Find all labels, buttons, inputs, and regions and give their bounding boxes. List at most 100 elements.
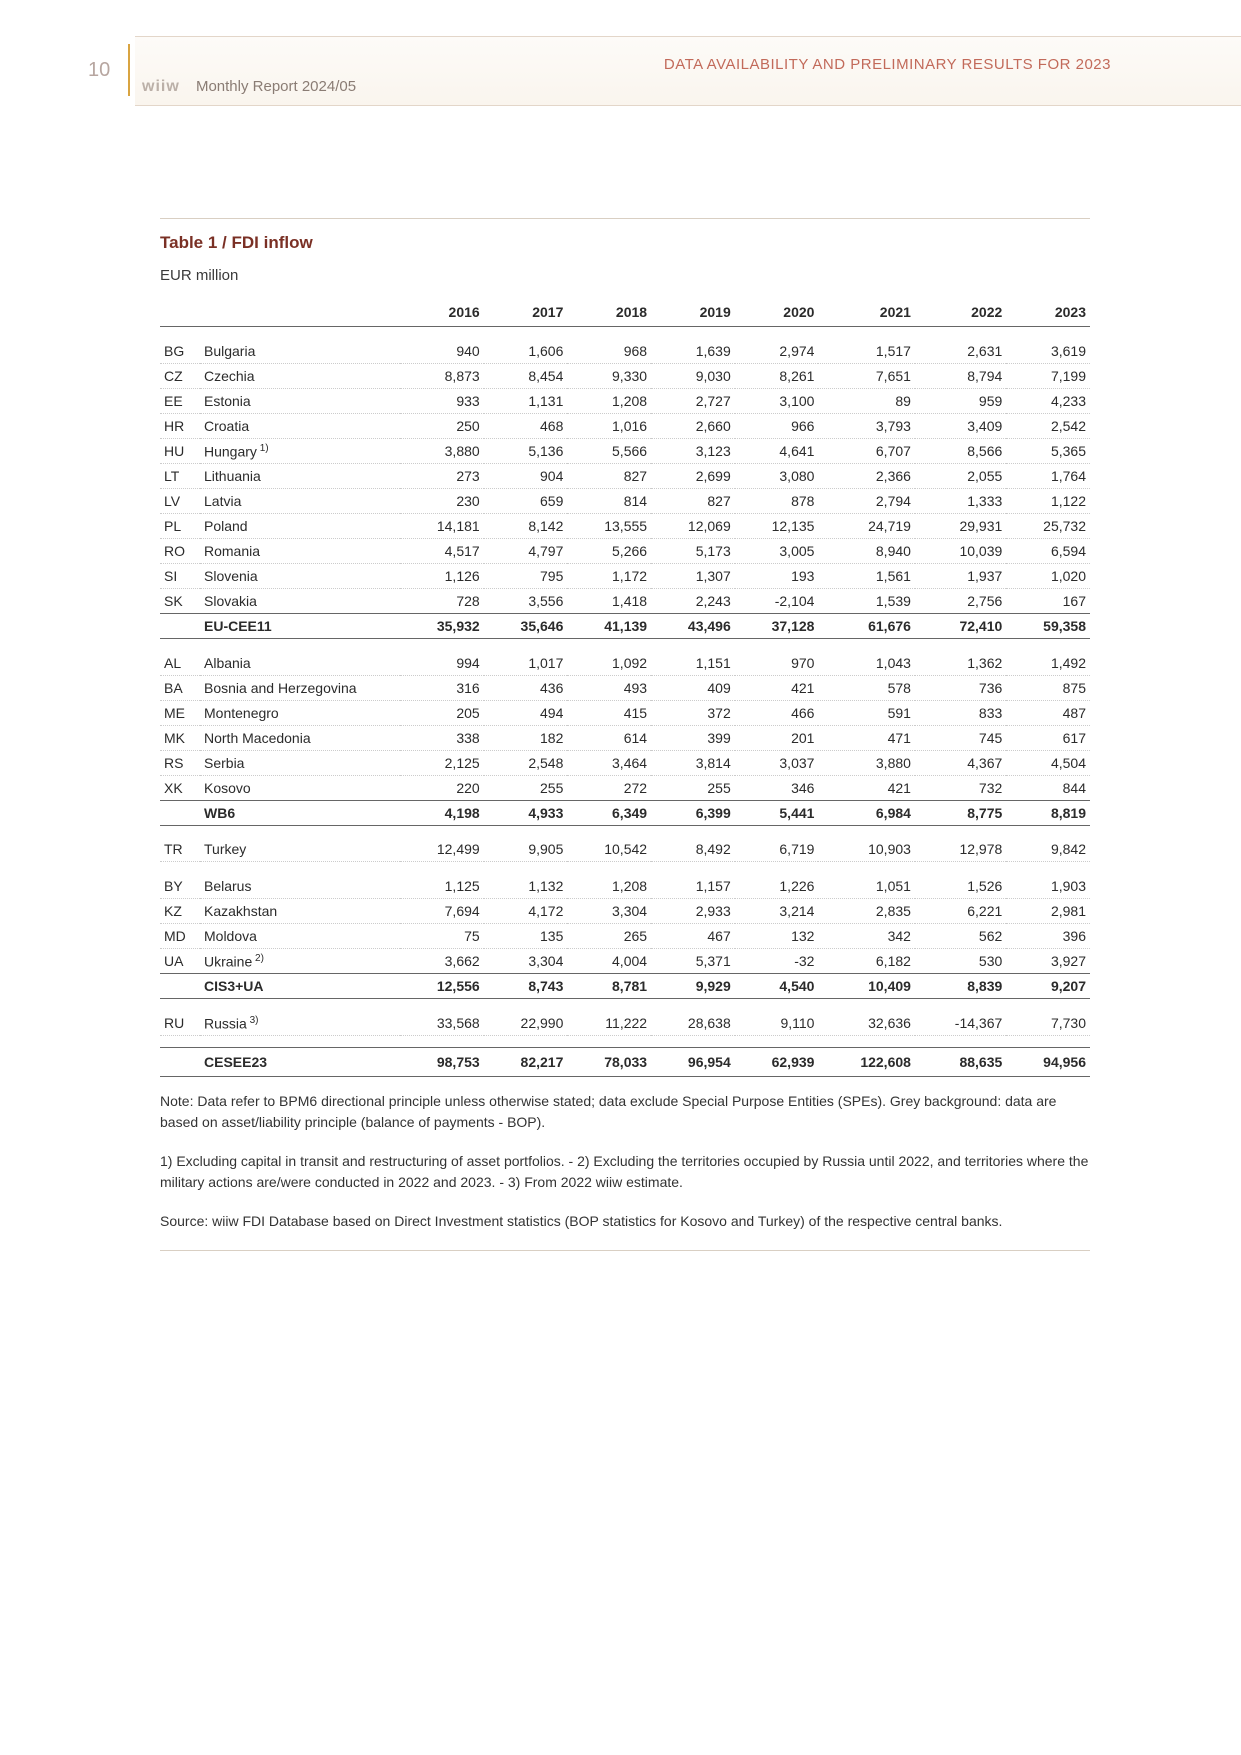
country-code: TR	[160, 837, 200, 862]
value-cell: 4,233	[1006, 388, 1090, 413]
value-cell: 1,125	[400, 874, 484, 899]
value-cell: 1,126	[400, 564, 484, 589]
value-cell: 6,182	[818, 948, 915, 974]
value-cell: 2,756	[915, 589, 1006, 614]
value-cell: 396	[1006, 923, 1090, 948]
country-code: BA	[160, 675, 200, 700]
value-cell: 421	[735, 675, 819, 700]
value-cell: 1,020	[1006, 564, 1090, 589]
value-cell: 833	[915, 700, 1006, 725]
value-cell: 220	[400, 775, 484, 800]
value-cell: 875	[1006, 675, 1090, 700]
value-cell: 6,984	[818, 800, 915, 825]
value-cell: 2,243	[651, 589, 735, 614]
value-cell: 487	[1006, 700, 1090, 725]
value-cell: 9,110	[735, 1011, 819, 1036]
country-name: Bosnia and Herzegovina	[200, 675, 400, 700]
value-cell: 7,199	[1006, 363, 1090, 388]
country-code: LV	[160, 489, 200, 514]
country-code: EE	[160, 388, 200, 413]
country-name: North Macedonia	[200, 725, 400, 750]
table-row: XKKosovo220255272255346421732844	[160, 775, 1090, 800]
value-cell: 132	[735, 923, 819, 948]
table-row: EEEstonia9331,1311,2082,7273,100899594,2…	[160, 388, 1090, 413]
value-cell: 736	[915, 675, 1006, 700]
value-cell: 940	[400, 339, 484, 364]
report-line: Monthly Report 2024/05	[196, 78, 356, 95]
table-row: HRCroatia2504681,0162,6609663,7933,4092,…	[160, 413, 1090, 438]
value-cell: 1,517	[818, 339, 915, 364]
country-code: CZ	[160, 363, 200, 388]
value-cell: 3,304	[484, 948, 568, 974]
value-cell: 3,100	[735, 388, 819, 413]
table-subtitle: EUR million	[160, 267, 1090, 284]
value-cell: 5,173	[651, 539, 735, 564]
value-cell: 2,794	[818, 489, 915, 514]
value-cell: 966	[735, 413, 819, 438]
value-cell: 193	[735, 564, 819, 589]
value-cell: 2,631	[915, 339, 1006, 364]
year-header: 2017	[484, 298, 568, 327]
note-1: Note: Data refer to BPM6 directional pri…	[160, 1091, 1090, 1133]
country-code: MD	[160, 923, 200, 948]
value-cell: 3,037	[735, 750, 819, 775]
value-cell: 3,464	[567, 750, 651, 775]
value-cell: 9,030	[651, 363, 735, 388]
value-cell: 14,181	[400, 514, 484, 539]
value-cell: 399	[651, 725, 735, 750]
value-cell: 8,781	[567, 974, 651, 999]
country-name: Lithuania	[200, 464, 400, 489]
country-code: BY	[160, 874, 200, 899]
table-row: UAUkraine 2)3,6623,3044,0045,371-326,182…	[160, 948, 1090, 974]
country-name: Slovakia	[200, 589, 400, 614]
value-cell: 4,540	[735, 974, 819, 999]
value-cell: 3,814	[651, 750, 735, 775]
value-cell: 5,266	[567, 539, 651, 564]
value-cell: 6,707	[818, 438, 915, 464]
value-cell: 827	[651, 489, 735, 514]
value-cell: 96,954	[651, 1048, 735, 1077]
value-cell: 4,797	[484, 539, 568, 564]
value-cell: 205	[400, 700, 484, 725]
value-cell: 5,441	[735, 800, 819, 825]
value-cell: 272	[567, 775, 651, 800]
value-cell: 994	[400, 651, 484, 676]
value-cell: 75	[400, 923, 484, 948]
value-cell: 9,905	[484, 837, 568, 862]
fdi-table: 20162017201820192020202120222023 BGBulga…	[160, 298, 1090, 1077]
value-cell: 6,399	[651, 800, 735, 825]
value-cell: 468	[484, 413, 568, 438]
value-cell: 32,636	[818, 1011, 915, 1036]
subtotal-name: CIS3+UA	[200, 974, 400, 999]
country-name: Romania	[200, 539, 400, 564]
notes: Note: Data refer to BPM6 directional pri…	[160, 1091, 1090, 1232]
value-cell: 970	[735, 651, 819, 676]
value-cell: 22,990	[484, 1011, 568, 1036]
value-cell: 1,492	[1006, 651, 1090, 676]
table-row: LVLatvia2306598148278782,7941,3331,122	[160, 489, 1090, 514]
value-cell: 493	[567, 675, 651, 700]
value-cell: 3,123	[651, 438, 735, 464]
value-cell: 959	[915, 388, 1006, 413]
value-cell: 578	[818, 675, 915, 700]
value-cell: 409	[651, 675, 735, 700]
value-cell: 3,304	[567, 898, 651, 923]
subtotal-name: WB6	[200, 800, 400, 825]
table-row: MEMontenegro205494415372466591833487	[160, 700, 1090, 725]
year-header: 2018	[567, 298, 651, 327]
value-cell: 3,927	[1006, 948, 1090, 974]
value-cell: 37,128	[735, 614, 819, 639]
section-title: DATA AVAILABILITY AND PRELIMINARY RESULT…	[664, 56, 1111, 73]
value-cell: 1,418	[567, 589, 651, 614]
country-code: LT	[160, 464, 200, 489]
top-rule	[160, 218, 1090, 219]
value-cell: 29,931	[915, 514, 1006, 539]
value-cell: 1,122	[1006, 489, 1090, 514]
table-row: MKNorth Macedonia33818261439920147174561…	[160, 725, 1090, 750]
value-cell: 827	[567, 464, 651, 489]
value-cell: 1,092	[567, 651, 651, 676]
country-code: PL	[160, 514, 200, 539]
value-cell: 6,349	[567, 800, 651, 825]
table-row: BGBulgaria9401,6069681,6392,9741,5172,63…	[160, 339, 1090, 364]
value-cell: 59,358	[1006, 614, 1090, 639]
